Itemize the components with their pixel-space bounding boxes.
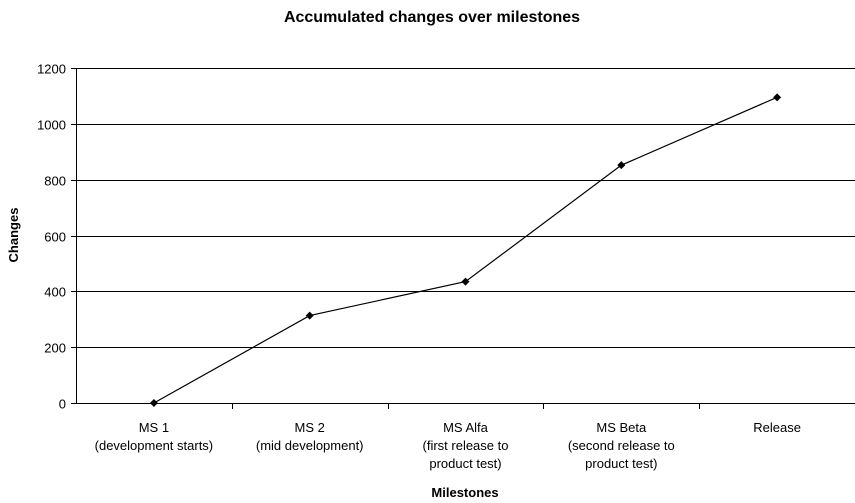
x-tick-label: (development starts) — [95, 438, 214, 453]
y-tick-label: 1200 — [37, 62, 66, 77]
series-layer — [149, 93, 782, 407]
y-axis-title: Changes — [6, 208, 21, 263]
data-point-marker — [149, 399, 158, 407]
x-tick-label: Release — [753, 420, 801, 435]
data-point-marker — [305, 311, 314, 320]
data-point-marker — [617, 161, 626, 170]
y-tick-label: 0 — [59, 397, 66, 412]
gridlines — [76, 68, 855, 348]
x-tick-label: MS 1 — [139, 420, 169, 435]
x-tick-label: MS 2 — [295, 420, 325, 435]
y-tick-labels: 0 200 400 600 800 1000 1200 — [37, 62, 66, 412]
axes — [71, 68, 855, 409]
x-tick-label: product test) — [585, 456, 657, 471]
data-point-marker — [773, 93, 782, 102]
series-line — [153, 96, 778, 404]
y-tick-label: 600 — [44, 230, 66, 245]
x-tick-labels: MS 1 (development starts) MS 2 (mid develop… — [95, 420, 801, 471]
chart-title: Accumulated changes over milestones — [284, 9, 580, 26]
x-axis-title: Milestones — [431, 485, 498, 500]
x-tick-label: product test) — [429, 456, 501, 471]
x-tick-label: (second release to — [568, 438, 675, 453]
y-tick-label: 1000 — [37, 118, 66, 133]
data-point-marker — [461, 277, 470, 286]
x-tick-label: (mid development) — [256, 438, 364, 453]
y-tick-label: 800 — [44, 174, 66, 189]
x-tick-label: MS Alfa — [443, 420, 489, 435]
y-tick-label: 200 — [44, 341, 66, 356]
x-tick-label: (first release to — [423, 438, 509, 453]
y-tick-label: 400 — [44, 285, 66, 300]
x-tick-label: MS Beta — [596, 420, 647, 435]
